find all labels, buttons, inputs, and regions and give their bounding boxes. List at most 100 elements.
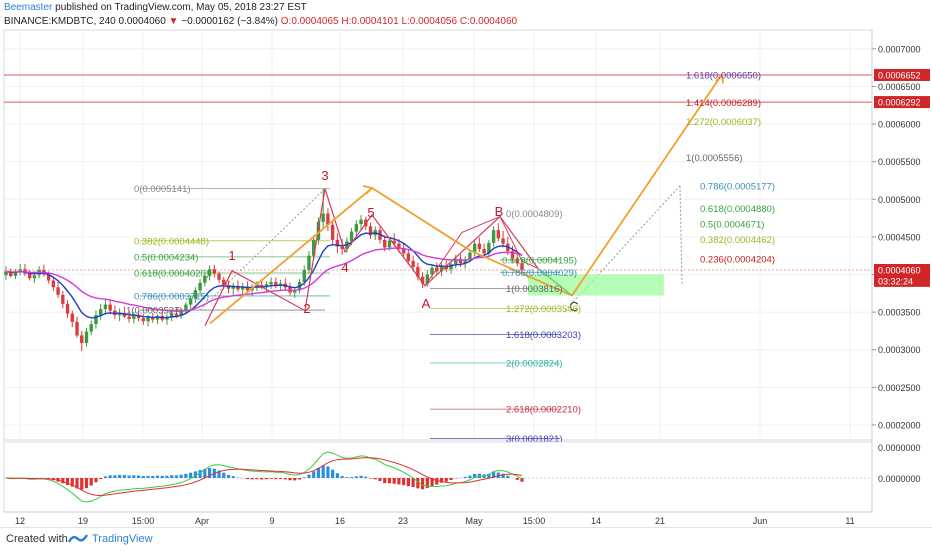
high-value: H:0.0004101 bbox=[341, 16, 398, 27]
candle-body bbox=[331, 225, 334, 240]
histogram-bar bbox=[288, 478, 291, 480]
x-tick-label: 23 bbox=[398, 516, 408, 526]
candle-body bbox=[75, 322, 78, 336]
histogram-bar bbox=[331, 470, 334, 478]
fib-level-label: 1(0.0003816) bbox=[506, 284, 563, 295]
open-value: O:0.0004065 bbox=[281, 16, 339, 27]
x-tick-label: Apr bbox=[195, 516, 209, 526]
candle-body bbox=[71, 314, 74, 322]
down-triangle-icon: ▼ bbox=[169, 16, 179, 27]
fib-level-label: 1(0.0003527) bbox=[126, 306, 183, 317]
histogram-bar bbox=[393, 478, 396, 484]
histogram-bar bbox=[449, 478, 452, 480]
created-with-label: Created with bbox=[6, 533, 68, 545]
histogram-bar bbox=[303, 477, 306, 478]
price-tag-label: 0.0004060 bbox=[878, 265, 921, 275]
wave-label-5: 5 bbox=[367, 205, 374, 220]
fib-level-label: 1.414(0.0006289) bbox=[686, 98, 761, 109]
candle-body bbox=[383, 240, 386, 248]
candle-body bbox=[142, 318, 145, 321]
x-tick-label: 16 bbox=[335, 516, 345, 526]
candle-body bbox=[80, 335, 83, 343]
wave-label-a: A bbox=[422, 296, 431, 311]
last-price: 0.0004060 bbox=[118, 16, 165, 27]
tradingview-logo-icon bbox=[68, 533, 88, 545]
candle-body bbox=[303, 270, 306, 282]
candle-body bbox=[104, 305, 107, 310]
histogram-bar bbox=[345, 477, 348, 478]
histogram-bar bbox=[388, 478, 391, 483]
fib-level-label: 0.786(0.0005177) bbox=[700, 181, 775, 192]
candle-body bbox=[492, 230, 495, 243]
candle-body bbox=[56, 287, 59, 295]
x-tick-label: 21 bbox=[655, 516, 665, 526]
x-tick-label: 11 bbox=[845, 516, 854, 526]
histogram-bar bbox=[265, 478, 268, 479]
fib-level-label: 0.382(0.0004448) bbox=[134, 236, 209, 247]
fib-level-label: 1.618(0.0003203) bbox=[506, 330, 581, 341]
histogram-bar bbox=[80, 478, 83, 490]
histogram-bar bbox=[137, 476, 140, 478]
candle-body bbox=[213, 269, 216, 274]
histogram-bar bbox=[445, 478, 448, 482]
oscillator-tick-label: 0.0000000 bbox=[878, 443, 921, 453]
candle-body bbox=[497, 230, 500, 238]
fib-level-label: 1.618(0.0006650) bbox=[686, 71, 761, 82]
footer: Created with TradingView bbox=[0, 527, 932, 551]
wave-label-4: 4 bbox=[341, 260, 348, 275]
histogram-bar bbox=[61, 478, 64, 483]
histogram-bar bbox=[341, 476, 344, 478]
histogram-bar bbox=[85, 478, 88, 488]
histogram-bar bbox=[180, 475, 183, 478]
histogram-bar bbox=[284, 478, 287, 479]
histogram-bar bbox=[189, 473, 192, 478]
histogram-bar bbox=[397, 478, 400, 484]
candle-body bbox=[321, 214, 324, 222]
candle-body bbox=[269, 282, 272, 284]
x-tick-label: 9 bbox=[269, 516, 274, 526]
y-tick-label: 0.0003500 bbox=[878, 308, 921, 318]
candle-body bbox=[402, 249, 405, 254]
histogram-bar bbox=[416, 478, 419, 488]
symbol-label[interactable]: BINANCE:KMDBTC, 240 bbox=[4, 16, 116, 27]
histogram-bar bbox=[435, 478, 438, 485]
histogram-bar bbox=[184, 474, 187, 478]
fib-level-label: 1.272(0.0003546) bbox=[506, 304, 581, 315]
y-tick-label: 0.0002500 bbox=[878, 383, 921, 393]
candle-body bbox=[61, 295, 64, 304]
fib-level-label: 2.618(0.0002210) bbox=[506, 405, 581, 416]
histogram-bar bbox=[113, 475, 116, 478]
fib-level-label: 1.272(0.0006037) bbox=[686, 117, 761, 128]
candle-body bbox=[407, 253, 410, 261]
fib-level-label: 1(0.0005556) bbox=[686, 153, 743, 164]
price-tag-label: 03:32:24 bbox=[878, 276, 913, 286]
candle-body bbox=[90, 324, 93, 332]
histogram-bar bbox=[94, 478, 97, 482]
histogram-bar bbox=[274, 478, 277, 479]
histogram-bar bbox=[336, 473, 339, 478]
candle-body bbox=[28, 274, 31, 279]
candle-body bbox=[108, 305, 111, 311]
histogram-bar bbox=[350, 477, 353, 478]
histogram-bar bbox=[374, 478, 377, 479]
tradingview-brand[interactable]: TradingView bbox=[92, 533, 153, 545]
wave-label-3: 3 bbox=[321, 168, 328, 183]
price-change: −0.0000162 (−3.84%) bbox=[181, 16, 278, 27]
candle-body bbox=[99, 309, 102, 315]
wave-label-b: B bbox=[495, 204, 504, 219]
histogram-bar bbox=[364, 477, 367, 478]
y-tick-label: 0.0005000 bbox=[878, 195, 921, 205]
histogram-bar bbox=[127, 476, 130, 478]
y-tick-label: 0.0004500 bbox=[878, 232, 921, 242]
fib-level-label: 0.618(0.0004195) bbox=[502, 255, 577, 266]
candle-body bbox=[355, 224, 358, 232]
histogram-bar bbox=[104, 476, 107, 478]
histogram-bar bbox=[260, 478, 263, 479]
histogram-bar bbox=[118, 475, 121, 478]
ohlc-legend: BINANCE:KMDBTC, 240 0.0004060 ▼ −0.00001… bbox=[4, 16, 517, 27]
histogram-bar bbox=[359, 476, 362, 478]
author-link[interactable]: Beemaster bbox=[4, 2, 52, 13]
fib-level-label: 0.236(0.0004204) bbox=[700, 255, 775, 266]
